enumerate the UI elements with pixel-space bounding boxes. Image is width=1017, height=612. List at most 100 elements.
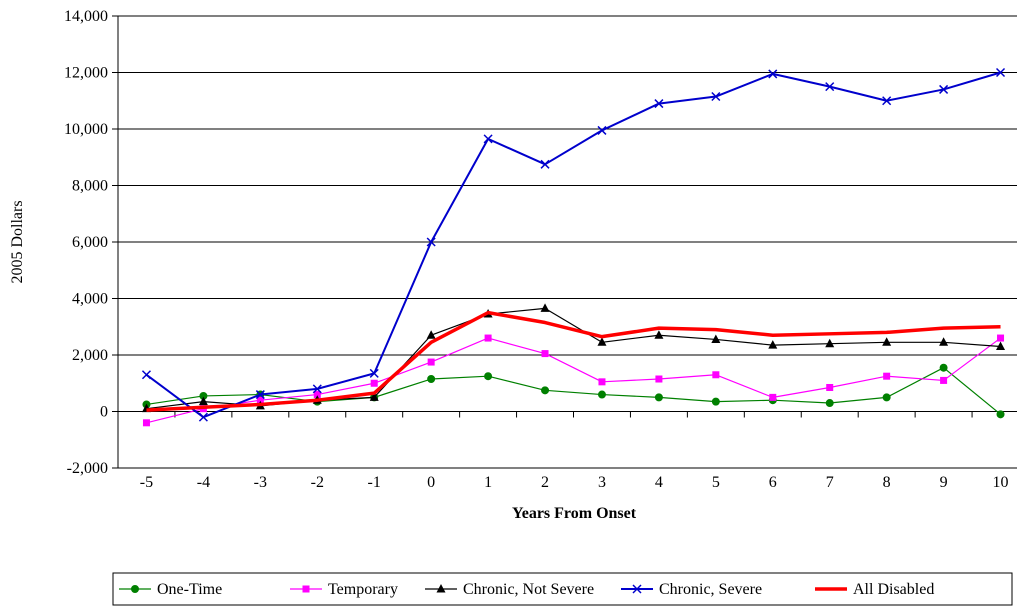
data-point: [484, 334, 492, 342]
x-tick-label: 9: [940, 474, 948, 491]
data-point: [483, 134, 493, 144]
data-point: [597, 390, 606, 399]
data-point: [826, 383, 834, 391]
data-point: [711, 397, 720, 406]
data-point: [484, 372, 493, 381]
data-point: [768, 69, 778, 79]
data-point: [654, 393, 663, 402]
legend-label: All Disabled: [853, 581, 934, 598]
data-point: [882, 393, 891, 402]
data-point: [598, 378, 606, 386]
data-point: [369, 392, 379, 401]
x-tick-label: 2: [541, 474, 549, 491]
data-point: [996, 67, 1006, 78]
data-point: [825, 338, 835, 348]
data-point: [427, 358, 435, 366]
y-tick-label: 2,000: [72, 347, 108, 364]
data-point: [825, 82, 835, 92]
x-tick-label: 8: [883, 474, 891, 491]
series-all-disabled: [146, 310, 1001, 412]
data-point: [540, 303, 550, 312]
data-point: [427, 375, 436, 384]
data-point: [768, 340, 778, 349]
x-tick-label: 1: [484, 474, 492, 491]
y-tick-label: 4,000: [72, 291, 108, 308]
x-tick-label: -4: [197, 474, 210, 491]
legend-label: One-Time: [157, 581, 222, 598]
y-tick-label: 12,000: [64, 65, 108, 82]
x-tick-label: 5: [712, 474, 720, 491]
x-tick-label: 3: [598, 474, 606, 491]
data-point: [313, 391, 321, 399]
data-point: [255, 390, 265, 400]
legend-label: Chronic, Severe: [659, 581, 762, 598]
data-point: [711, 91, 721, 102]
data-point: [426, 330, 436, 339]
data-point: [996, 410, 1005, 419]
data-point: [711, 334, 721, 343]
series-line: [146, 367, 1001, 415]
legend-item: One-Time: [119, 581, 222, 598]
legend-label: Chronic, Not Severe: [463, 581, 594, 598]
data-point: [939, 84, 949, 94]
y-tick-label: 10,000: [64, 121, 108, 138]
data-point: [540, 159, 550, 169]
x-tick-label: -5: [140, 474, 153, 491]
data-point: [882, 96, 892, 106]
x-tick-label: -2: [311, 474, 324, 491]
x-tick-label: 7: [826, 474, 834, 491]
legend: One-Time Temporary Chronic, Not Severe Chro…: [112, 572, 1013, 606]
legend-item: All Disabled: [815, 581, 934, 598]
data-point: [541, 386, 550, 395]
data-point: [369, 368, 379, 378]
data-point: [541, 350, 549, 358]
data-point: [883, 372, 891, 380]
x-tick-label: -3: [254, 474, 267, 491]
y-tick-label: 14,000: [64, 8, 108, 25]
data-point: [597, 337, 607, 346]
data-point: [939, 337, 949, 346]
axes: [112, 15, 1017, 469]
data-point: [769, 393, 777, 401]
data-point: [370, 379, 378, 387]
x-tick-label: 10: [993, 474, 1009, 491]
x-tick-label: 6: [769, 474, 777, 491]
data-point: [939, 363, 948, 372]
data-point: [882, 337, 892, 346]
y-tick-label: 0: [100, 404, 108, 421]
data-point: [141, 370, 151, 380]
series-line: [146, 337, 1001, 424]
data-point: [198, 412, 208, 422]
series-line: [146, 310, 1001, 412]
data-point: [996, 341, 1006, 351]
gridlines: [118, 15, 1017, 412]
x-tick-label: -1: [368, 474, 381, 491]
data-point: [997, 334, 1005, 342]
data-point: [198, 396, 208, 406]
data-point: [436, 584, 446, 593]
data-point: [712, 371, 720, 379]
data-point: [825, 399, 834, 408]
legend-item: Chronic, Not Severe: [425, 581, 594, 598]
y-tick-label: -2,000: [67, 460, 108, 477]
data-point: [142, 419, 150, 427]
data-point: [302, 585, 310, 593]
y-axis-title: 2005 Dollars: [9, 200, 26, 283]
x-tick-label: 0: [427, 474, 435, 491]
x-axis-title: Years From Onset: [512, 505, 637, 522]
x-tick-label: 4: [655, 474, 663, 491]
y-tick-label: 8,000: [72, 178, 108, 195]
legend-item: Temporary: [290, 581, 398, 598]
legend-box: [112, 572, 1013, 606]
data-point: [940, 376, 948, 384]
data-point: [632, 584, 642, 594]
data-point: [597, 125, 607, 135]
series-one-time: [142, 363, 1005, 419]
data-point: [312, 384, 322, 394]
data-point: [426, 237, 436, 247]
x-tick-labels: -5 -4 -3 -2 -1 0 1 2 3 4 5 6 7 8 9 10: [140, 474, 1009, 491]
series-line: [145, 71, 1001, 419]
data-point: [654, 99, 664, 109]
data-point: [654, 330, 664, 339]
